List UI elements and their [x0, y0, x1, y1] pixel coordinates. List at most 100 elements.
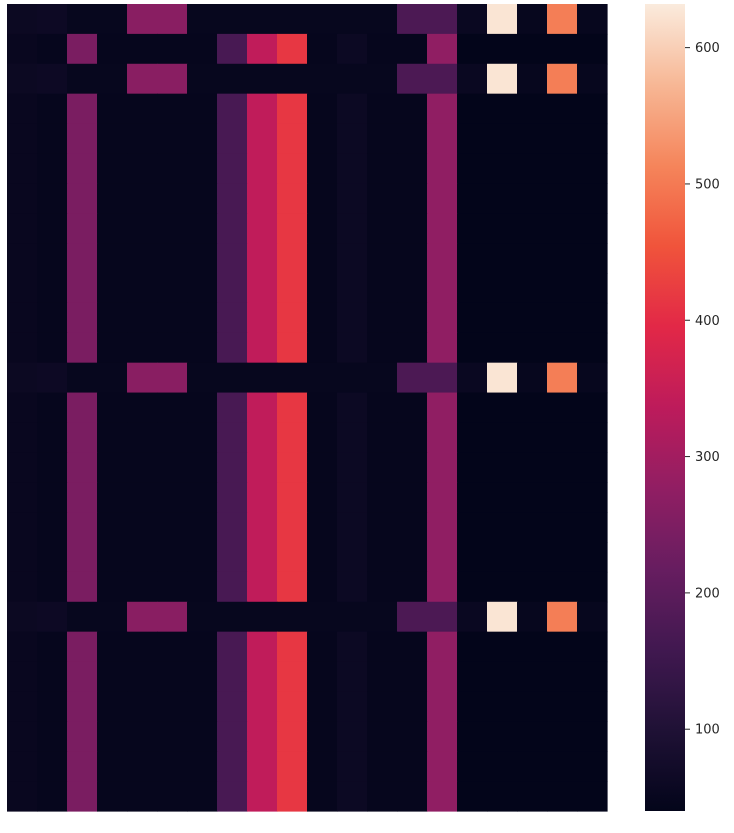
heatmap-cell — [37, 691, 68, 722]
heatmap-cell — [7, 332, 38, 364]
heatmap-cell — [307, 362, 338, 394]
heatmap-cell — [157, 332, 188, 364]
heatmap-cell — [577, 93, 608, 125]
heatmap-cell — [307, 601, 338, 633]
heatmap-cell — [337, 93, 368, 125]
heatmap-cell — [547, 4, 578, 35]
heatmap-cell — [577, 452, 608, 483]
heatmap-cell — [307, 691, 338, 722]
heatmap-cell — [547, 243, 578, 274]
heatmap-cell — [517, 751, 548, 782]
heatmap-cell — [217, 631, 248, 663]
heatmap-cell — [487, 302, 518, 334]
heatmap-cell — [7, 601, 38, 633]
heatmap-cell — [547, 482, 578, 513]
heatmap-cell — [157, 213, 188, 244]
heatmap-cell — [397, 571, 428, 603]
heatmap-cell — [397, 631, 428, 663]
heatmap-cell — [547, 273, 578, 304]
heatmap-cell — [67, 542, 98, 573]
heatmap-cell — [337, 183, 368, 214]
heatmap-cell — [97, 63, 128, 95]
heatmap-cell — [577, 183, 608, 214]
heatmap-cell — [217, 213, 248, 244]
heatmap-cell — [157, 273, 188, 304]
heatmap-cell — [307, 153, 338, 184]
heatmap-cell — [157, 691, 188, 722]
heatmap-cell — [457, 123, 488, 155]
heatmap-cell — [157, 302, 188, 334]
heatmap-cell — [187, 93, 218, 125]
heatmap-cell — [277, 213, 308, 244]
heatmap-cell — [427, 542, 458, 573]
heatmap-cell — [187, 183, 218, 214]
heatmap-cell — [127, 631, 158, 663]
heatmap-cell — [457, 243, 488, 274]
heatmap-cell — [217, 4, 248, 35]
heatmap-cell — [367, 482, 398, 513]
heatmap-cell — [7, 33, 38, 65]
heatmap-cell — [487, 213, 518, 244]
heatmap-cell — [487, 422, 518, 453]
heatmap-cell — [7, 781, 38, 812]
heatmap-cell — [247, 631, 278, 663]
heatmap-cell — [367, 273, 398, 304]
heatmap-cell — [547, 661, 578, 693]
heatmap-cell — [247, 332, 278, 364]
heatmap-cell — [67, 213, 98, 244]
heatmap-cell — [487, 691, 518, 722]
heatmap-cell — [187, 601, 218, 633]
heatmap-cell — [37, 123, 68, 155]
heatmap-cell — [487, 512, 518, 543]
heatmap-cell — [367, 422, 398, 453]
heatmap-cell — [307, 302, 338, 334]
heatmap-cell — [397, 213, 428, 244]
heatmap-cell — [487, 362, 518, 394]
heatmap-cell — [457, 33, 488, 65]
heatmap-cell — [427, 452, 458, 483]
heatmap-cell — [457, 691, 488, 722]
heatmap-cell — [127, 273, 158, 304]
heatmap-cell — [127, 4, 158, 35]
heatmap-cell — [457, 422, 488, 453]
heatmap-cells — [7, 4, 608, 812]
heatmap-cell — [547, 213, 578, 244]
heatmap-cell — [577, 63, 608, 95]
heatmap-cell — [217, 482, 248, 513]
heatmap-cell — [307, 512, 338, 543]
heatmap-cell — [7, 542, 38, 573]
heatmap-cell — [397, 183, 428, 214]
heatmap-cell — [127, 571, 158, 603]
heatmap-cell — [37, 601, 68, 633]
heatmap-cell — [217, 691, 248, 722]
heatmap-cell — [37, 243, 68, 274]
heatmap-cell — [127, 392, 158, 424]
heatmap-cell — [217, 512, 248, 543]
heatmap-cell — [277, 332, 308, 364]
heatmap-cell — [337, 123, 368, 155]
heatmap-cell — [247, 422, 278, 453]
heatmap-cell — [547, 512, 578, 543]
heatmap-cell — [277, 362, 308, 394]
heatmap-cell — [307, 243, 338, 274]
heatmap-cell — [157, 183, 188, 214]
heatmap-cell — [427, 243, 458, 274]
heatmap-cell — [487, 123, 518, 155]
heatmap-cell — [517, 721, 548, 752]
heatmap-cell — [217, 721, 248, 752]
heatmap-cell — [157, 4, 188, 35]
heatmap-cell — [37, 273, 68, 304]
heatmap-cell — [247, 721, 278, 752]
heatmap-cell — [517, 213, 548, 244]
heatmap-cell — [187, 362, 218, 394]
heatmap-cell — [217, 123, 248, 155]
heatmap-cell — [337, 631, 368, 663]
heatmap-cell — [577, 422, 608, 453]
heatmap-cell — [337, 571, 368, 603]
heatmap-cell — [187, 512, 218, 543]
heatmap-cell — [97, 571, 128, 603]
heatmap-cell — [397, 691, 428, 722]
heatmap-cell — [337, 721, 368, 752]
heatmap-cell — [67, 751, 98, 782]
heatmap-cell — [37, 631, 68, 663]
